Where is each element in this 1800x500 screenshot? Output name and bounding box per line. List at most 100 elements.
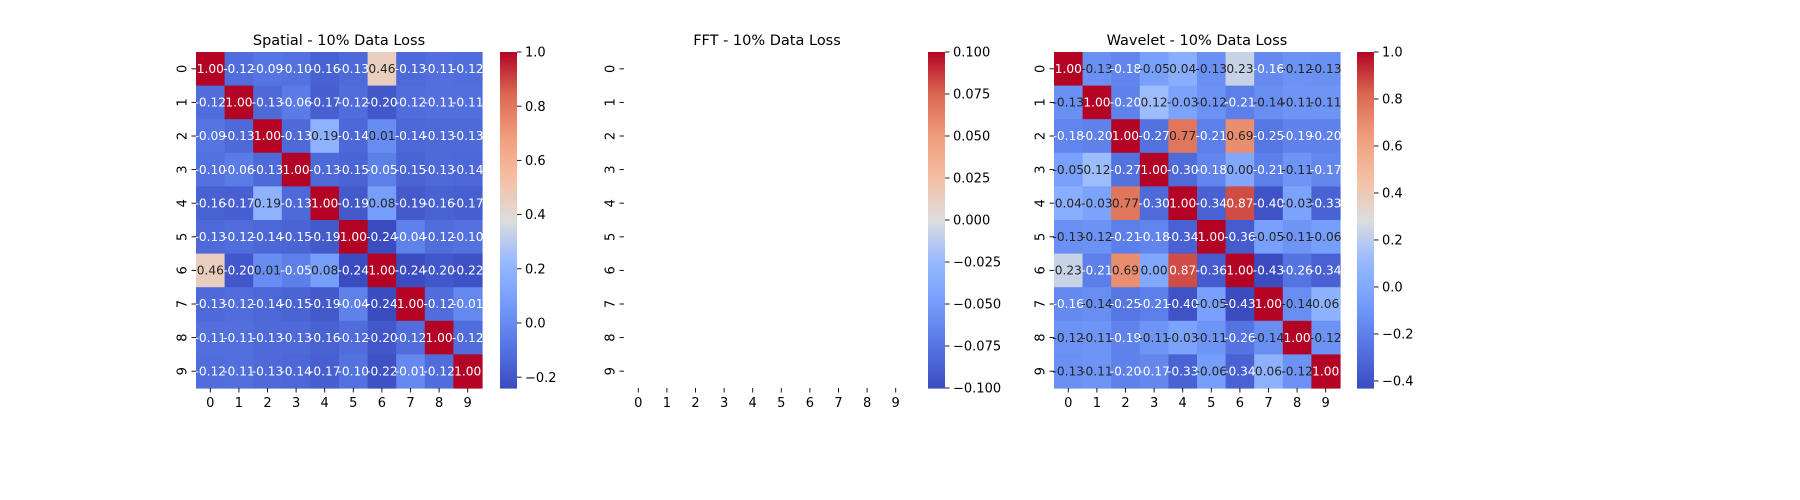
fft-colorbar-segment [928,278,945,283]
spatial-heatmap-cell [281,220,311,255]
spatial-colorbar-segment [500,57,517,61]
wavelet-cell-value-label: -0.21 [1138,297,1170,311]
fft-colorbar-segment [928,133,945,137]
wavelet-heatmap-cell [1111,152,1141,187]
fft-colorbar-segment [928,329,945,333]
wavelet-colorbar-segment [1357,340,1374,344]
wavelet-colorbar-tick-label: 0.8 [1382,93,1403,108]
spatial-colorbar-segment [500,270,517,274]
spatial-heatmap-cell [453,85,483,120]
wavelet-colorbar-segment [1357,68,1374,73]
spatial-heatmap-cell [310,320,340,355]
fft-colorbar-tick-label: 0.075 [953,88,990,103]
spatial-colorbar-segment [500,284,517,288]
spatial-colorbar-segment [500,122,517,126]
wavelet-heatmap-cell [1168,354,1198,389]
spatial-cell-value-label: -0.15 [395,163,427,177]
wavelet-cell-value-label: 0.12 [1141,96,1168,110]
fft-colorbar-segment [928,273,945,277]
wavelet-colorbar-segment [1357,329,1374,333]
fft-colorbar-segment [928,253,945,257]
spatial-cell-value-label: -0.12 [338,331,370,345]
wavelet-cell-value-label: -0.21 [1196,129,1228,143]
fft-colorbar-segment [928,152,945,157]
wavelet-cell-value-label: -0.16 [1053,297,1085,311]
wavelet-colorbar-segment [1357,183,1374,187]
spatial-colorbar-segment [500,362,517,367]
fft-colorbar-segment [928,180,945,185]
fft-colorbar-segment [928,172,945,176]
wavelet-heatmap-cell [1082,220,1112,255]
spatial-colorbar-segment [500,186,517,190]
wavelet-heatmap-cell [1254,287,1284,322]
spatial-colorbar-segment [500,332,517,336]
spatial-cell-value-label: -0.15 [280,230,312,244]
spatial-heatmap-cell [424,52,454,87]
spatial-colorbar-tick-label: −0.2 [525,371,557,386]
spatial-cell-value-label: -0.14 [252,297,284,311]
fft-colorbar-segment [928,287,945,291]
fft-colorbar-segment [928,136,945,140]
fft-colorbar-tick-label: 0.025 [953,172,990,187]
spatial-heatmap-cell [396,253,426,288]
wavelet-colorbar-segment [1357,270,1374,274]
spatial-colorbar-segment [500,217,517,221]
wavelet-colorbar-segment [1357,259,1374,263]
wavelet-heatmap-cell [1139,85,1169,120]
wavelet-x-tick-label: 6 [1236,396,1244,411]
wavelet-heatmap-cell [1168,320,1198,355]
spatial-heatmap-cell [310,119,340,154]
fft-colorbar-segment [928,379,945,383]
wavelet-y-tick-label: 4 [1034,199,1049,207]
wavelet-cell-value-label: 0.00 [1226,163,1253,177]
spatial-heatmap-cell [224,354,254,389]
fft-colorbar-segment [928,200,945,204]
wavelet-colorbar-tick-label: 0.4 [1382,187,1403,202]
spatial-heatmap-cell [424,85,454,120]
spatial-heatmap-cell [253,85,283,120]
wavelet-cell-value-label: -0.11 [1281,96,1313,110]
wavelet-cell-value-label: 0.06 [1255,364,1282,378]
spatial-cell-value-label: -0.13 [280,196,312,210]
fft-colorbar-segment [928,220,945,224]
fft-colorbar-segment [928,138,945,143]
fft-colorbar-segment [928,326,945,330]
wavelet-heatmap-cell [1139,320,1169,355]
wavelet-colorbar-segment [1357,374,1374,378]
fft-x-tick-label: 0 [634,396,642,411]
spatial-heatmap-cell [367,253,397,288]
spatial-heatmap-cell [424,354,454,389]
fft-colorbar-tick-label: −0.050 [953,298,1001,313]
spatial-cell-value-label: -0.13 [195,297,227,311]
wavelet-colorbar-segment [1357,124,1374,129]
spatial-colorbar-segment [500,304,517,308]
spatial-y-tick-label: 7 [176,300,191,308]
wavelet-heatmap-cell [1168,152,1198,187]
spatial-colorbar-segment [500,52,517,56]
wavelet-colorbar-segment [1357,189,1374,193]
wavelet-heatmap-cell [1282,152,1312,187]
spatial-colorbar-segment [500,144,517,148]
wavelet-colorbar-segment [1357,54,1374,59]
wavelet-colorbar-segment [1357,304,1374,308]
spatial-heatmap-cell [453,186,483,221]
spatial-heatmap-cell [281,287,311,322]
spatial-colorbar-segment [500,110,517,115]
wavelet-cell-value-label: -0.30 [1167,163,1199,177]
fft-colorbar-segment [928,228,945,232]
spatial-colorbar-segment [500,208,517,213]
wavelet-colorbar-segment [1357,180,1374,185]
wavelet-colorbar-segment [1357,206,1374,210]
wavelet-heatmap-cell [1225,85,1255,120]
wavelet-heatmap-cell [1111,220,1141,255]
spatial-colorbar-segment [500,334,517,339]
spatial-cell-value-label: -0.11 [223,364,255,378]
spatial-heatmap-cell [281,85,311,120]
wavelet-heatmap-cell [1197,320,1227,355]
wavelet-colorbar-segment [1357,169,1374,173]
spatial-heatmap-cell [367,320,397,355]
fft-colorbar-segment [928,108,945,112]
wavelet-colorbar-segment [1357,256,1374,260]
fft-colorbar-segment [928,340,945,344]
wavelet-colorbar-segment [1357,113,1374,117]
